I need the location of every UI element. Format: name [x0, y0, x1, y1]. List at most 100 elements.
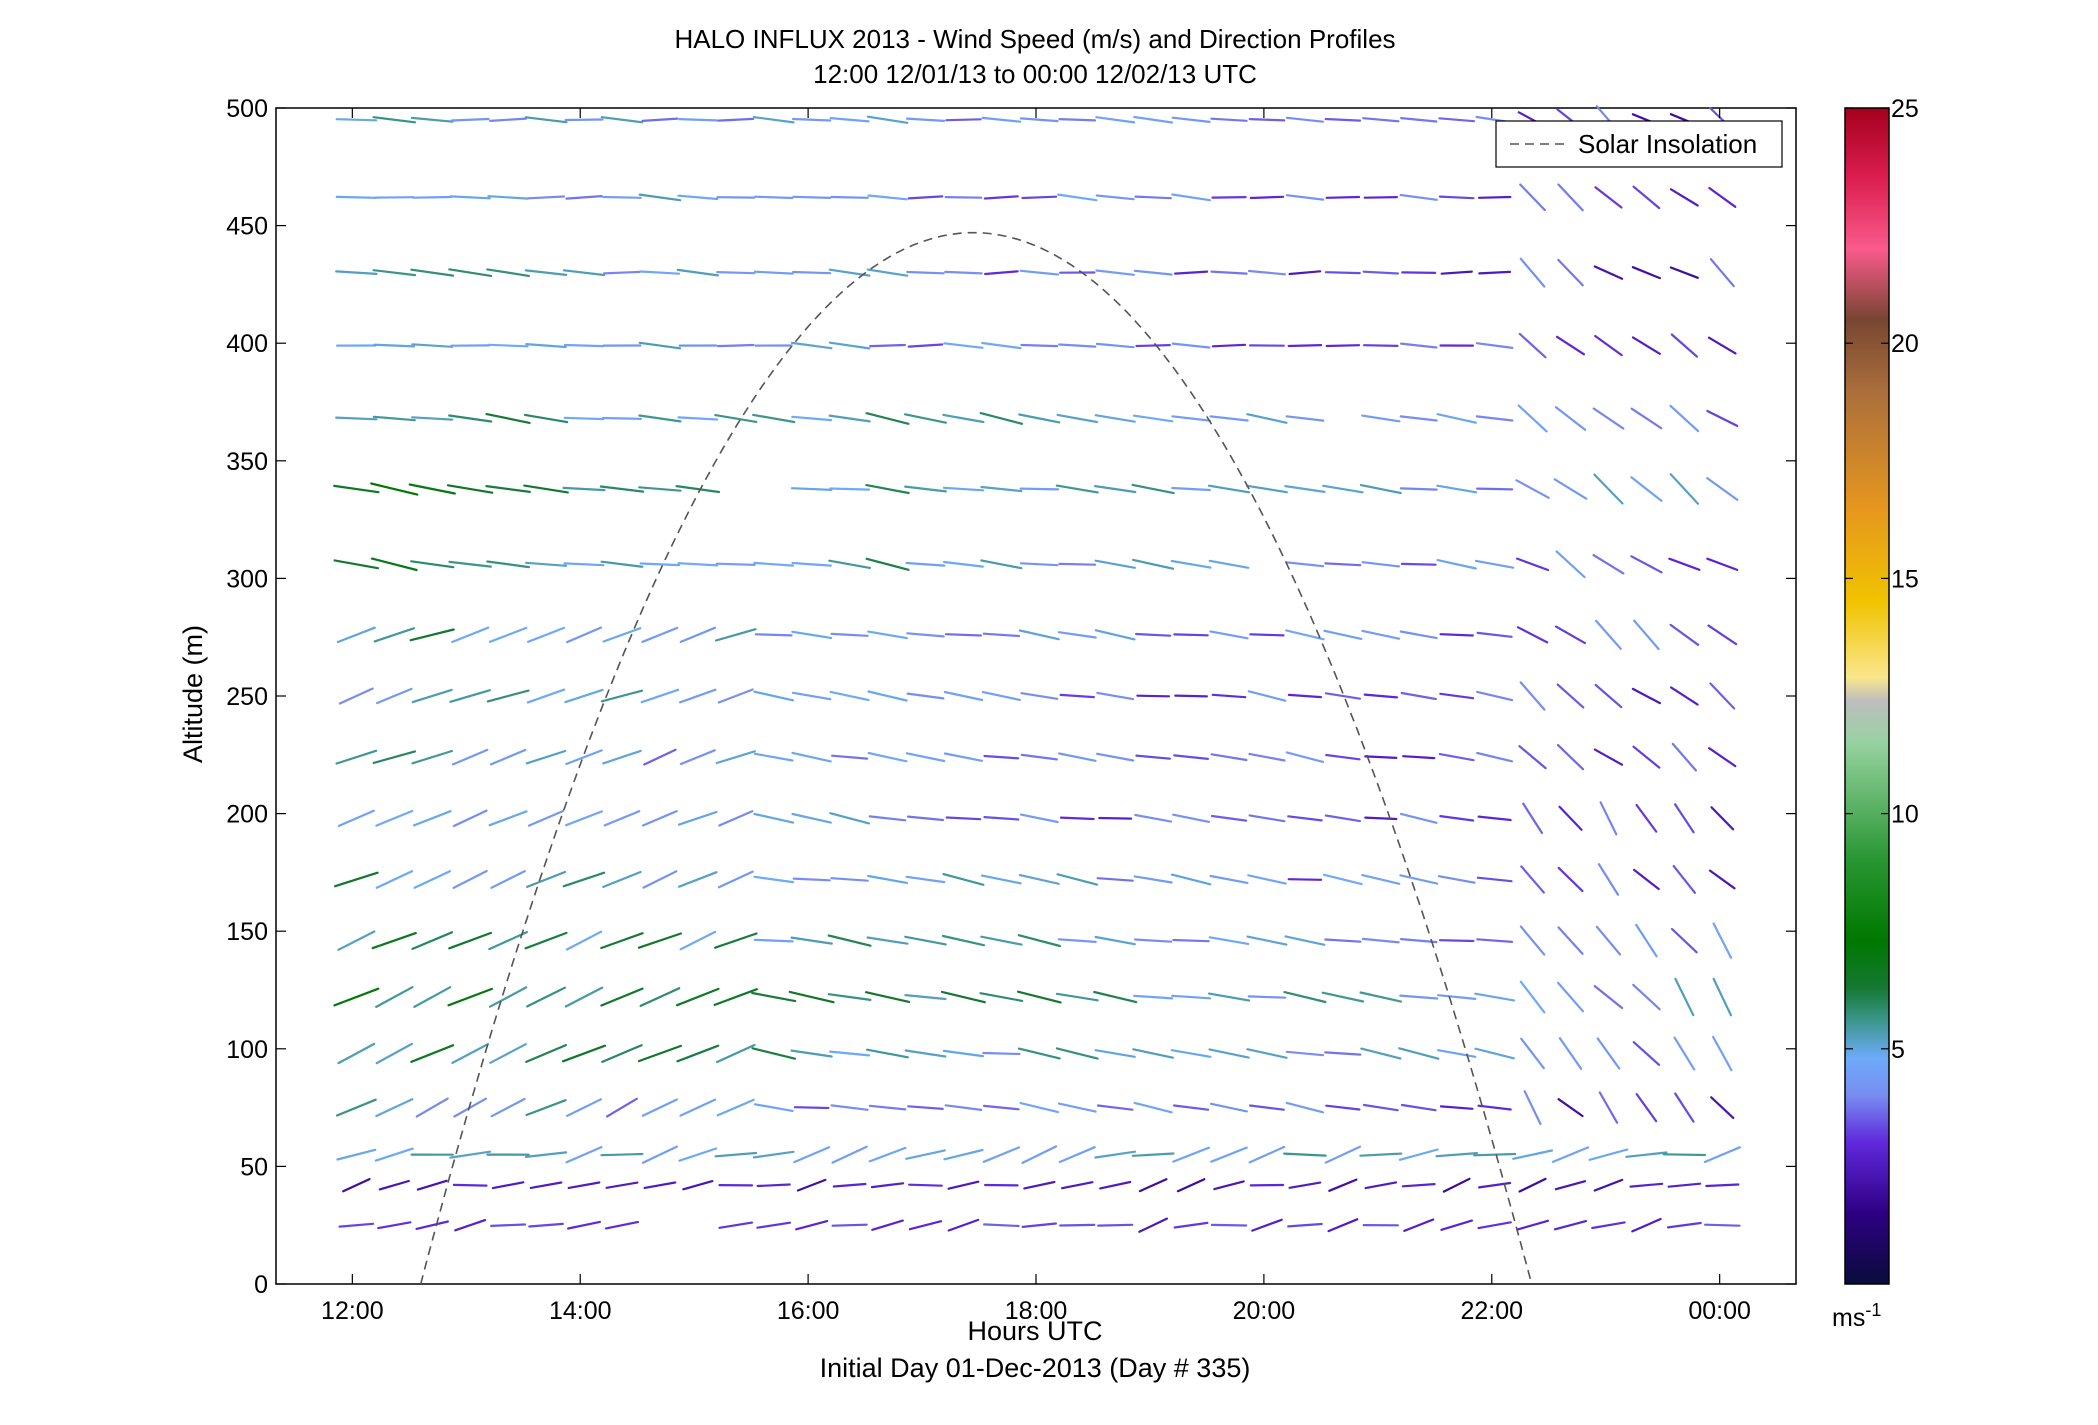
wind-arrow — [981, 341, 1022, 350]
wind-arrow — [793, 1146, 831, 1164]
wind-arrow — [1287, 344, 1323, 348]
wind-arrow — [1631, 336, 1661, 355]
wind-arrow — [756, 1183, 791, 1188]
wind-arrow — [792, 877, 831, 882]
wind-arrow — [906, 692, 945, 700]
wind-arrow — [1208, 559, 1250, 569]
wind-arrow — [1133, 269, 1173, 276]
wind-arrow — [335, 749, 378, 765]
wind-arrow — [452, 809, 488, 828]
wind-arrow — [1402, 755, 1436, 760]
wind-arrow — [1597, 863, 1620, 896]
wind-arrow — [1324, 814, 1362, 823]
wind-arrow — [1133, 1101, 1173, 1114]
wind-arrow — [1708, 747, 1737, 768]
wind-arrow — [1174, 694, 1209, 698]
wind-arrow — [905, 561, 946, 567]
wind-arrow — [565, 195, 603, 200]
wind-arrow — [983, 754, 1020, 760]
wind-arrow — [1132, 558, 1175, 570]
wind-arrow — [944, 196, 983, 199]
wind-arrow — [1019, 813, 1059, 824]
wind-arrow — [982, 1223, 1020, 1228]
wind-arrow — [337, 809, 375, 828]
wind-arrow — [827, 934, 872, 947]
wind-arrow — [867, 874, 909, 885]
wind-arrow — [1709, 682, 1736, 710]
wind-arrow — [1021, 1145, 1058, 1165]
wind-arrow — [677, 416, 719, 421]
wind-arrow — [1210, 270, 1248, 275]
wind-arrow — [1555, 550, 1586, 579]
wind-arrow — [1060, 1181, 1094, 1190]
wind-arrow — [1285, 561, 1325, 568]
wind-arrow — [564, 986, 604, 1008]
wind-arrow — [905, 752, 946, 763]
x-tick-label: 16:00 — [777, 1297, 840, 1325]
wind-arrow — [412, 810, 452, 827]
wind-arrow — [1553, 1219, 1588, 1231]
wind-arrow — [1518, 745, 1547, 770]
wind-arrow — [1442, 1177, 1471, 1193]
wind-arrow — [373, 343, 416, 348]
wind-arrow — [1669, 188, 1699, 207]
wind-arrow — [1703, 1146, 1741, 1164]
wind-arrow — [525, 749, 567, 765]
wind-arrow — [1595, 925, 1622, 956]
wind-arrow — [565, 1098, 603, 1118]
wind-arrow — [1093, 990, 1138, 1004]
wind-arrow — [602, 870, 642, 889]
colorbar-tick-label: 5 — [1891, 1036, 1905, 1064]
y-tick-label: 350 — [226, 448, 268, 476]
y-tick-label: 50 — [240, 1153, 268, 1181]
wind-arrow — [1247, 269, 1287, 276]
wind-arrow — [1439, 814, 1475, 822]
wind-arrow — [604, 1220, 640, 1230]
wind-arrow — [375, 809, 414, 827]
wind-arrow — [1556, 683, 1585, 709]
wind-arrow — [1210, 117, 1248, 122]
wind-arrow — [338, 1222, 375, 1228]
wind-arrow — [830, 195, 869, 199]
colorbar-tick-label: 10 — [1891, 801, 1919, 829]
wind-arrow — [1325, 344, 1361, 348]
wind-arrow — [830, 632, 869, 637]
wind-arrow — [1708, 869, 1736, 890]
wind-arrow — [1554, 625, 1587, 645]
wind-arrow — [791, 691, 832, 701]
wind-arrow — [1020, 343, 1059, 348]
wind-arrow — [1057, 631, 1097, 639]
wind-arrow — [490, 748, 527, 766]
wind-arrow — [829, 812, 871, 825]
wind-arrow — [984, 270, 1019, 276]
wind-arrow — [1094, 1150, 1137, 1159]
wind-arrow — [487, 195, 529, 200]
wind-arrow — [1710, 1096, 1735, 1120]
wind-arrow — [1213, 1180, 1245, 1191]
wind-arrow — [375, 1098, 414, 1118]
wind-arrow — [756, 1221, 792, 1229]
wind-arrow — [1522, 802, 1544, 835]
x-tick-label: 18:00 — [1005, 1297, 1068, 1325]
wind-arrow — [1363, 693, 1399, 699]
wind-arrow — [1669, 686, 1699, 706]
wind-arrow — [523, 484, 569, 494]
wind-arrow — [871, 1219, 904, 1231]
wind-arrow — [1021, 1222, 1058, 1229]
wind-arrow — [375, 870, 413, 889]
wind-arrow — [410, 560, 455, 569]
x-tick-label: 22:00 — [1460, 1297, 1523, 1325]
wind-arrow — [1519, 257, 1546, 288]
wind-arrow — [1285, 116, 1325, 123]
wind-arrow — [1058, 562, 1097, 566]
wind-arrow — [947, 1218, 980, 1232]
wind-arrow — [1399, 874, 1439, 885]
wind-arrow — [1094, 935, 1136, 946]
wind-arrow — [1325, 1104, 1361, 1111]
wind-arrow — [1519, 183, 1547, 212]
wind-arrow — [1017, 934, 1062, 948]
wind-arrow — [1132, 1048, 1175, 1059]
wind-arrow — [526, 195, 566, 200]
wind-arrow — [828, 341, 871, 350]
wind-arrow — [638, 414, 682, 423]
